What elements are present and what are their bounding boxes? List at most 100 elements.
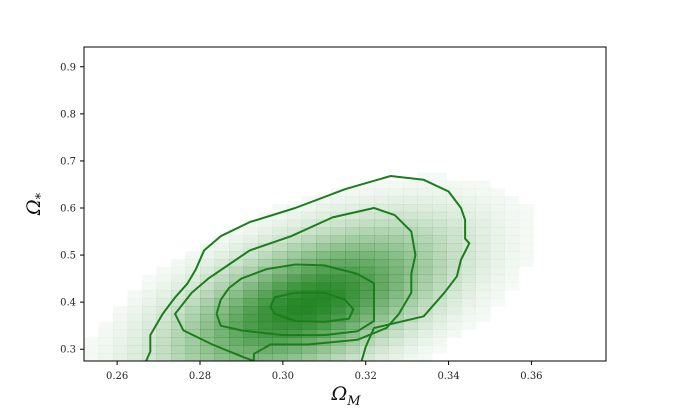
- heatmap-cell: [113, 313, 128, 323]
- heatmap-cell: [171, 258, 186, 268]
- heatmap-cell: [316, 258, 331, 268]
- heatmap-cell: [519, 211, 534, 221]
- heatmap-cell: [258, 345, 273, 354]
- heatmap-cell: [243, 306, 259, 315]
- heatmap-cell: [359, 353, 375, 362]
- heatmap-cell: [432, 188, 447, 197]
- heatmap-cell: [258, 219, 273, 228]
- heatmap-cell: [171, 329, 186, 338]
- heatmap-cell: [417, 290, 433, 299]
- heatmap-cell: [185, 266, 201, 276]
- heatmap-cell: [403, 345, 418, 354]
- heatmap-cell: [388, 306, 404, 315]
- heatmap-cell: [461, 196, 476, 205]
- heatmap-cell: [287, 258, 302, 268]
- y-tick-label: 0.7: [60, 156, 76, 167]
- heatmap-cell: [185, 353, 201, 362]
- heatmap-cell: [403, 180, 418, 189]
- heatmap-cell: [432, 180, 447, 189]
- heatmap-cell: [229, 298, 244, 307]
- heatmap-cell: [432, 227, 447, 236]
- heatmap-cell: [258, 211, 273, 221]
- heatmap-cell: [374, 290, 389, 299]
- heatmap-cell: [359, 329, 375, 338]
- heatmap-cell: [301, 313, 317, 323]
- heatmap-cell: [127, 313, 143, 323]
- heatmap-cell: [156, 321, 172, 330]
- heatmap-cell: [287, 306, 302, 315]
- heatmap-cell: [432, 321, 447, 330]
- heatmap-cell: [127, 329, 143, 338]
- x-axis-label-sub: M: [346, 394, 361, 408]
- heatmap-cell: [142, 321, 157, 330]
- heatmap-cell: [185, 251, 201, 260]
- heatmap-cell: [374, 204, 389, 213]
- heatmap-cell: [258, 313, 273, 323]
- heatmap-cell: [403, 266, 418, 276]
- heatmap-cell: [229, 306, 244, 315]
- heatmap-cell: [461, 313, 476, 323]
- heatmap-cell: [113, 353, 128, 362]
- heatmap-cell: [359, 251, 375, 260]
- heatmap-cell: [272, 211, 288, 221]
- heatmap-cell: [475, 211, 491, 221]
- heatmap-cell: [142, 353, 157, 362]
- heatmap-cell: [446, 243, 462, 252]
- heatmap-cell: [519, 235, 534, 244]
- heatmap-cell: [200, 306, 215, 315]
- heatmap-cell: [258, 227, 273, 236]
- y-tick-label: 0.6: [60, 204, 76, 215]
- heatmap-cell: [330, 313, 346, 323]
- heatmap-cell: [98, 329, 114, 338]
- heatmap-cell: [461, 290, 476, 299]
- heatmap-cell: [432, 251, 447, 260]
- heatmap-cell: [461, 211, 476, 221]
- heatmap-cell: [475, 306, 491, 315]
- heatmap-cell: [229, 290, 244, 299]
- heatmap-cell: [98, 321, 114, 330]
- x-tick-label: 0.26: [106, 371, 128, 382]
- heatmap-cell: [214, 266, 230, 276]
- heatmap-cell: [243, 274, 259, 283]
- heatmap-cell: [417, 282, 433, 291]
- heatmap-cell: [243, 329, 259, 338]
- heatmap-cell: [272, 353, 288, 362]
- heatmap-cell: [98, 337, 114, 346]
- heatmap-cell: [475, 274, 491, 283]
- heatmap-cell: [388, 321, 404, 330]
- heatmap-cell: [519, 219, 534, 228]
- heatmap-cell: [504, 243, 520, 252]
- heatmap-cell: [504, 227, 520, 236]
- heatmap-cell: [417, 235, 433, 244]
- heatmap-cell: [258, 306, 273, 315]
- heatmap-cell: [272, 251, 288, 260]
- heatmap-cell: [243, 227, 259, 236]
- heatmap-cell: [243, 298, 259, 307]
- heatmap-cell: [490, 266, 505, 276]
- heatmap-cell: [330, 345, 346, 354]
- heatmap-cell: [229, 227, 244, 236]
- heatmap-cell: [446, 266, 462, 276]
- heatmap-cell: [461, 227, 476, 236]
- heatmap-cell: [214, 353, 230, 362]
- heatmap-cell: [185, 258, 201, 268]
- heatmap-cell: [345, 258, 360, 268]
- heatmap-cell: [345, 235, 360, 244]
- heatmap-cell: [359, 298, 375, 307]
- heatmap-cell: [461, 306, 476, 315]
- y-tick-label: 0.3: [60, 345, 76, 356]
- heatmap-cell: [301, 227, 317, 236]
- heatmap-cell: [446, 235, 462, 244]
- heatmap-cell: [243, 219, 259, 228]
- heatmap-cell: [475, 251, 491, 260]
- heatmap-cell: [156, 282, 172, 291]
- heatmap-cell: [388, 329, 404, 338]
- heatmap-cell: [301, 258, 317, 268]
- heatmap-cell: [417, 258, 433, 268]
- heatmap-cell: [461, 180, 476, 189]
- heatmap-cell: [258, 266, 273, 276]
- heatmap-cell: [301, 274, 317, 283]
- heatmap-cell: [243, 313, 259, 323]
- heatmap-cell: [301, 290, 317, 299]
- contour-level-2: [174, 207, 417, 361]
